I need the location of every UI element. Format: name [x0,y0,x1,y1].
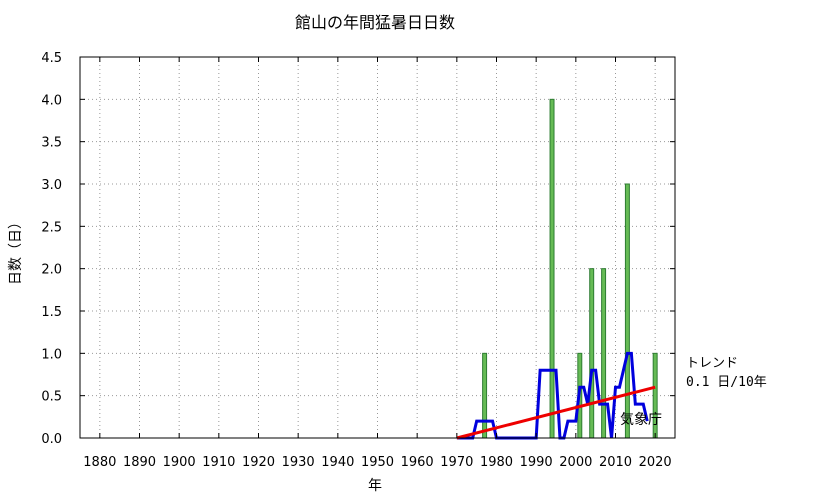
y-tick-label: 2.0 [41,263,62,278]
series-lines [456,351,656,440]
trend-value: 0.1 日/10年 [686,375,767,390]
bar [589,268,595,439]
trend-label: トレンド [686,356,738,371]
y-tick-label: 3.5 [41,136,62,151]
x-tick-label: 2020 [639,455,672,470]
chart-title: 館山の年間猛暑日日数 [295,13,455,32]
x-tick-label: 1900 [163,455,196,470]
y-tick-label: 4.5 [41,51,62,66]
grid [80,56,675,439]
x-tick-label: 1950 [361,455,394,470]
x-tick-label: 1930 [282,455,315,470]
y-tick-label: 4.0 [41,93,62,108]
x-tick-label: 1970 [440,455,473,470]
x-axis-label: 年 [368,478,382,494]
x-tick-label: 1960 [401,455,434,470]
y-axis-ticks: 0.0 0.5 1.0 1.5 2.0 2.5 3.0 3.5 4.0 4.5 [41,51,675,447]
y-tick-label: 0.0 [41,432,62,447]
x-tick-label: 1910 [202,455,235,470]
moving-average-line [456,351,649,440]
y-tick-label: 1.5 [41,305,62,320]
y-tick-label: 0.5 [41,390,62,405]
x-tick-label: 2000 [559,455,592,470]
x-tick-label: 1880 [83,455,116,470]
x-tick-label: 1920 [242,455,275,470]
y-tick-label: 1.0 [41,347,62,362]
x-tick-label: 1940 [321,455,354,470]
y-tick-label: 3.0 [41,178,62,193]
x-tick-label: 1890 [123,455,156,470]
x-axis-ticks: 1880 1890 1900 1910 1920 1930 1940 1950 1960 1970… [83,57,672,470]
y-tick-label: 2.5 [41,220,62,235]
x-tick-label: 2010 [599,455,632,470]
plot-area-frame [79,56,676,439]
trend-line [456,385,656,440]
x-tick-label: 1980 [480,455,513,470]
y-axis-label: 日数（日） [8,215,24,285]
source-label: 気象庁 [620,412,662,428]
bar [482,352,488,439]
bar [624,183,630,439]
x-tick-label: 1990 [520,455,553,470]
bar [549,98,555,439]
bar [601,268,607,439]
